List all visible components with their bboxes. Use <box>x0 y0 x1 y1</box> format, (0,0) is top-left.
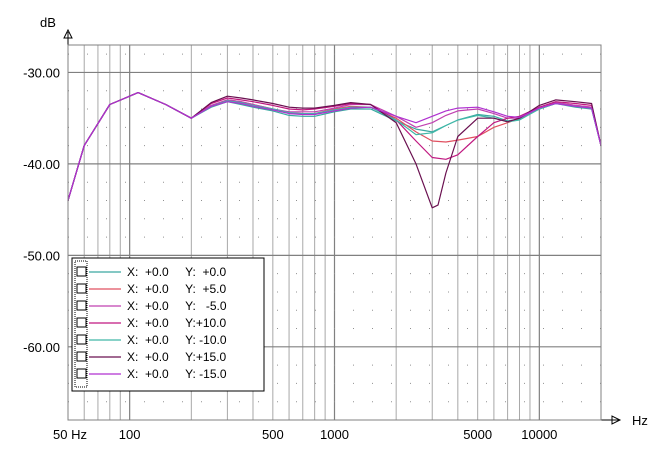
legend-checkbox[interactable] <box>76 300 87 311</box>
x-tick-label: 10000 <box>521 427 557 442</box>
x-tick-label: 50 Hz <box>53 427 87 442</box>
legend-entry-label: X: +0.0 Y: +0.0 <box>127 265 227 279</box>
x-axis-label: Hz <box>632 413 648 428</box>
x-tick-label: 100 <box>119 427 141 442</box>
legend-checkbox[interactable] <box>76 351 87 362</box>
legend-checkbox[interactable] <box>76 368 87 379</box>
y-tick-label: -40.00 <box>23 157 60 172</box>
legend-checkbox[interactable] <box>76 283 87 294</box>
legend-box <box>71 257 265 392</box>
x-axis-arrow <box>611 415 622 425</box>
legend: X: +0.0 Y: +0.0 X: +0.0 Y: +5.0 X: +0.0 Y:… <box>71 257 265 392</box>
y-axis-arrow <box>63 28 73 39</box>
x-tick-label: 5000 <box>463 427 492 442</box>
legend-entry-label: X: +0.0 Y:+10.0 <box>127 316 227 330</box>
y-axis-label: dB <box>40 15 56 30</box>
y-tick-label: -30.00 <box>23 65 60 80</box>
legend-checkbox[interactable] <box>76 334 87 345</box>
plot-frame <box>67 44 602 421</box>
y-tick-label: -50.00 <box>23 248 60 263</box>
axes <box>63 28 622 425</box>
legend-checkbox[interactable] <box>76 317 87 328</box>
tick-labels: -30.00 -40.00 -50.00 -60.00 50 Hz 100 500 1000 5… <box>23 65 557 442</box>
x-tick-label: 1000 <box>320 427 349 442</box>
legend-entry-label: X: +0.0 Y: -5.0 <box>127 299 227 313</box>
legend-checkbox[interactable] <box>76 266 87 277</box>
y-tick-label: -60.00 <box>23 340 60 355</box>
legend-entry-label: X: +0.0 Y: -15.0 <box>127 367 227 381</box>
series-layer <box>67 91 602 209</box>
x-tick-label: 500 <box>262 427 284 442</box>
legend-entry-label: X: +0.0 Y: -10.0 <box>127 333 227 347</box>
legend-entry-label: X: +0.0 Y: +5.0 <box>127 282 227 296</box>
series-line <box>67 91 602 201</box>
legend-entry-label: X: +0.0 Y:+15.0 <box>127 350 227 364</box>
legend-focus <box>74 260 88 388</box>
